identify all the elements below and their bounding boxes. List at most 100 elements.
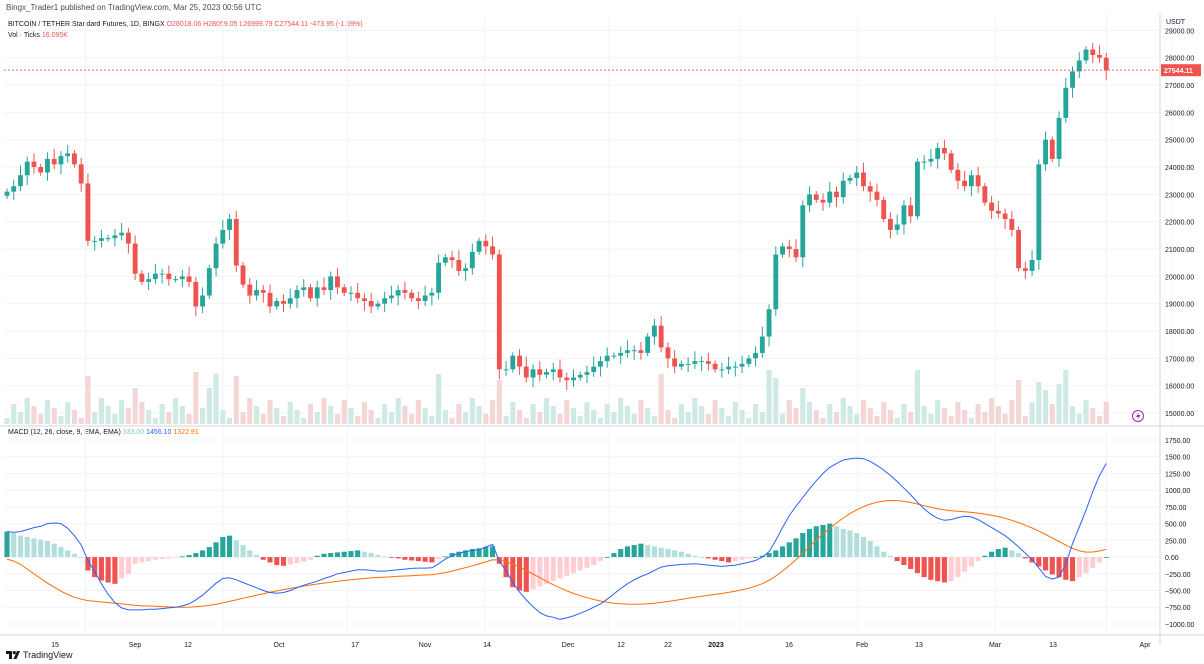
candle-body <box>645 336 651 353</box>
volume-bar <box>139 402 145 424</box>
macd-histogram-bar <box>1103 557 1109 558</box>
candle-body <box>105 238 111 240</box>
volume-bar <box>827 404 833 424</box>
macd-histogram-bar <box>840 528 846 558</box>
macd-histogram-bar <box>982 555 988 558</box>
time-tick-label: 12 <box>184 642 192 649</box>
volume-bar <box>274 408 280 424</box>
grid-lines <box>0 14 1204 645</box>
macd-histogram-bar <box>530 557 536 590</box>
candle-body <box>766 309 772 337</box>
macd-histogram-bar <box>17 535 24 558</box>
candle-body <box>1090 49 1096 55</box>
candle-body <box>867 186 873 192</box>
time-tick-label: 22 <box>664 642 672 649</box>
candle-body <box>449 257 455 260</box>
macd-histogram-bar <box>98 557 104 581</box>
volume-bar <box>618 398 624 424</box>
macd-line <box>6 457 1107 620</box>
candle-body <box>112 235 118 239</box>
candle-body <box>240 265 246 285</box>
candle-body <box>119 232 125 236</box>
volume-bar <box>537 412 543 424</box>
time-tick-label: Mar <box>989 642 1002 649</box>
candle-body <box>355 292 361 299</box>
candle-body <box>1063 87 1069 118</box>
signal-line <box>6 499 1107 608</box>
candle-body <box>726 366 732 370</box>
volume-bar <box>382 404 388 424</box>
time-tick-label: 17 <box>351 642 359 649</box>
volume-bar <box>510 402 516 424</box>
macd-histogram-bar <box>65 550 71 558</box>
macd-histogram-bar <box>489 546 496 558</box>
time-tick-label: 13 <box>1049 642 1057 649</box>
volume-label[interactable]: Vol · Ticks <box>8 32 40 39</box>
macd-histogram-bar <box>732 557 738 562</box>
candle-body <box>834 191 839 198</box>
macd-histogram-bar <box>604 557 610 558</box>
macd-histogram-bar <box>382 556 388 558</box>
volume-bar <box>928 414 934 424</box>
macd-histogram-bar <box>1096 557 1103 563</box>
volume-bar <box>105 406 111 424</box>
candle-body <box>24 161 30 176</box>
candle-body <box>861 172 866 187</box>
volume-bar <box>584 402 590 424</box>
macd-histogram-bar <box>388 557 394 558</box>
macd-tick-label: −750.00 <box>1165 605 1191 612</box>
candle-body <box>530 369 536 378</box>
macd-histogram-bar <box>597 557 604 562</box>
macd-histogram-bar <box>233 540 239 558</box>
candle-body <box>523 366 529 378</box>
macd-line-value: 1456.10 <box>146 429 172 436</box>
macd-histogram-bar <box>806 528 813 558</box>
candle-body <box>982 186 988 203</box>
lightning-icon[interactable] <box>1132 410 1144 422</box>
candle-body <box>618 352 624 356</box>
volume-bar <box>375 418 381 424</box>
macd-histogram-bar <box>274 557 280 566</box>
macd-histogram-bar <box>699 557 705 558</box>
candle-body <box>496 254 502 370</box>
volume-bar <box>11 404 17 424</box>
volume-bar <box>328 406 334 424</box>
macd-histogram-bar <box>193 553 199 558</box>
candle-body <box>746 358 752 364</box>
macd-tick-label: 250.00 <box>1165 538 1187 545</box>
volume-bar <box>240 412 246 424</box>
candle-body <box>92 240 98 242</box>
volume-bar <box>800 388 806 424</box>
currency-label: USDT <box>1166 19 1186 26</box>
volume-bar <box>233 376 239 424</box>
symbol-name[interactable]: BITCOIN / TETHER Standard Futures, 1D, B… <box>8 21 165 28</box>
macd-histogram-bar <box>928 557 934 580</box>
volume-bar <box>388 412 394 424</box>
macd-histogram-bar <box>739 557 745 560</box>
volume-bar <box>820 418 826 424</box>
candle-body <box>571 377 576 381</box>
macd-tick-label: 750.00 <box>1165 505 1187 512</box>
macd-histogram-bar <box>85 557 91 571</box>
macd-histogram-bar <box>105 557 111 583</box>
macd-histogram-bar <box>503 557 509 578</box>
macd-histogram-bar <box>361 551 367 558</box>
volume-bar <box>287 402 293 424</box>
price-tick-label: 28000.00 <box>1165 56 1194 63</box>
open-value: O28018.06 <box>166 21 202 28</box>
candle-body <box>631 350 637 352</box>
macd-histogram-bar <box>1090 557 1096 568</box>
macd-histogram-bar <box>1069 557 1076 582</box>
volume-bar <box>125 408 131 424</box>
time-tick-label: 14 <box>483 642 491 649</box>
candle-body <box>1009 219 1015 230</box>
macd-histogram-bar <box>301 557 307 562</box>
price-tick-label: 16000.00 <box>1165 384 1194 391</box>
candle-body <box>793 249 799 258</box>
candle-body <box>267 292 273 307</box>
macd-label[interactable]: MACD (12, 26, close, 9, EMA, EMA) <box>8 429 121 436</box>
macd-histogram-bar <box>1042 557 1049 571</box>
macd-histogram-bar <box>1083 557 1089 574</box>
volume-bar <box>422 408 428 424</box>
